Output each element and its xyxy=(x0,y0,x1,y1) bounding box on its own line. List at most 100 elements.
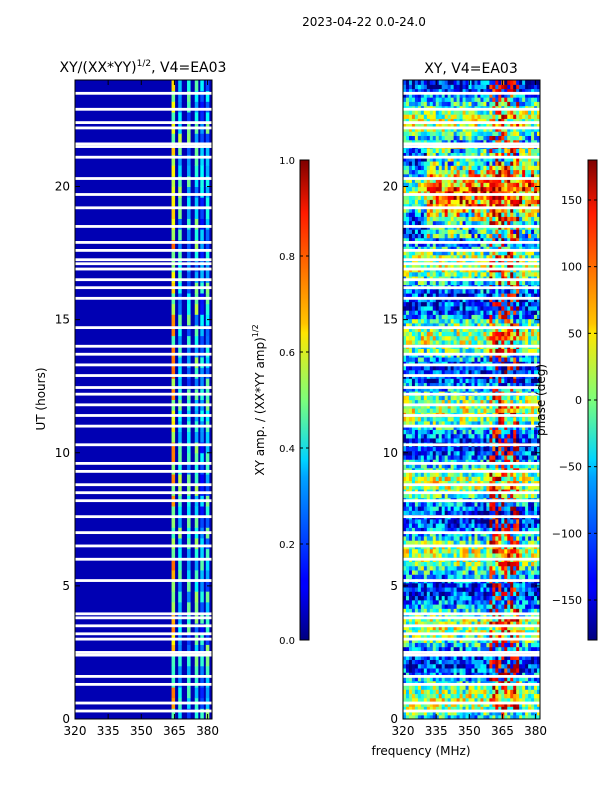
phase-cell xyxy=(504,591,508,597)
phase-cell xyxy=(513,395,517,401)
phase-cell xyxy=(450,540,455,545)
phase-cell xyxy=(477,629,482,635)
phase-cell xyxy=(456,684,461,690)
phase-cell xyxy=(444,476,449,482)
phase-cell xyxy=(489,608,493,614)
phase-cell xyxy=(429,595,434,601)
phase-cell xyxy=(498,655,502,660)
phase-cell xyxy=(498,318,502,324)
phase-cell xyxy=(432,450,437,456)
phase-cell xyxy=(426,454,431,460)
phase-cell xyxy=(483,420,487,426)
phase-cell xyxy=(432,301,437,307)
phase-cell xyxy=(534,327,538,332)
phase-cell xyxy=(465,689,470,695)
phase-cell xyxy=(423,582,428,588)
phase-cell xyxy=(432,599,437,605)
phase-cell xyxy=(525,348,529,354)
phase-cell xyxy=(516,339,520,345)
phase-cell xyxy=(444,655,449,660)
phase-cell xyxy=(414,595,419,601)
phase-cell xyxy=(522,301,526,307)
phase-cell xyxy=(459,501,464,507)
phase-cell xyxy=(471,599,476,605)
phase-cell xyxy=(435,706,440,712)
phase-cell xyxy=(531,582,535,588)
amplitude-channel-cell xyxy=(171,516,176,528)
phase-cell xyxy=(507,493,511,499)
phase-cell xyxy=(441,706,446,712)
phase-cell xyxy=(522,518,526,524)
phase-cell xyxy=(492,314,496,320)
phase-cell xyxy=(459,369,464,375)
phase-cell xyxy=(507,655,511,660)
phase-cell xyxy=(444,510,449,516)
phase-cell xyxy=(480,659,485,665)
phase-cell xyxy=(477,365,482,371)
phase-cell xyxy=(510,548,514,554)
phase-cell xyxy=(534,501,538,507)
phase-cell xyxy=(444,552,449,558)
phase-cell xyxy=(489,378,493,384)
phase-cell xyxy=(468,318,473,324)
phase-cell xyxy=(465,356,470,362)
phase-cell xyxy=(480,527,485,533)
phase-cell xyxy=(423,318,428,324)
phase-cell xyxy=(423,454,428,460)
phase-cell xyxy=(417,667,422,673)
phase-cell xyxy=(495,450,499,456)
phase-cell xyxy=(501,484,505,490)
phase-cell xyxy=(462,689,467,695)
phase-cell xyxy=(528,710,532,716)
phase-cell xyxy=(519,335,523,341)
phase-cell xyxy=(471,429,476,435)
phase-cell xyxy=(438,608,443,614)
phase-cell xyxy=(435,420,440,426)
phase-cell xyxy=(414,365,419,371)
phase-cell xyxy=(426,548,431,554)
phase-cell xyxy=(498,574,502,580)
phase-cell xyxy=(408,365,413,371)
phase-cell xyxy=(429,646,434,652)
phase-cell xyxy=(441,565,446,571)
phase-cell xyxy=(474,676,479,682)
phase-cell xyxy=(403,476,407,482)
phase-cell xyxy=(414,603,419,609)
phase-cell xyxy=(480,684,485,690)
flagged-row xyxy=(75,531,212,535)
phase-cell xyxy=(513,518,517,524)
phase-cell xyxy=(522,689,526,695)
phase-cell xyxy=(471,710,476,716)
phase-cell xyxy=(537,540,540,545)
phase-cell xyxy=(522,408,526,413)
phase-cell xyxy=(417,591,422,597)
phase-cell xyxy=(477,535,482,541)
phase-cell xyxy=(480,471,485,477)
phase-cell xyxy=(513,327,517,332)
phase-cell xyxy=(528,327,532,332)
phase-cell xyxy=(405,672,410,677)
phase-cell xyxy=(444,335,449,341)
phase-cell xyxy=(426,561,431,567)
phase-cell xyxy=(462,506,467,511)
phase-cell xyxy=(477,625,482,631)
phase-cell xyxy=(441,501,446,507)
phase-cell xyxy=(417,540,422,545)
phase-cell xyxy=(525,621,529,626)
phase-cell xyxy=(510,667,514,673)
phase-cell xyxy=(459,569,464,575)
phase-cell xyxy=(414,684,419,690)
phase-cell xyxy=(474,386,479,392)
phase-cell xyxy=(438,693,443,699)
phase-cell xyxy=(456,322,461,328)
phase-cell xyxy=(441,348,446,354)
phase-cell xyxy=(486,446,490,452)
phase-cell xyxy=(483,335,487,341)
phase-cell xyxy=(429,676,434,682)
phase-cell xyxy=(441,591,446,597)
phase-cell xyxy=(495,454,499,460)
phase-cell xyxy=(519,574,523,580)
phase-cell xyxy=(531,633,535,639)
phase-cell xyxy=(489,625,493,631)
phase-cell xyxy=(507,471,511,477)
